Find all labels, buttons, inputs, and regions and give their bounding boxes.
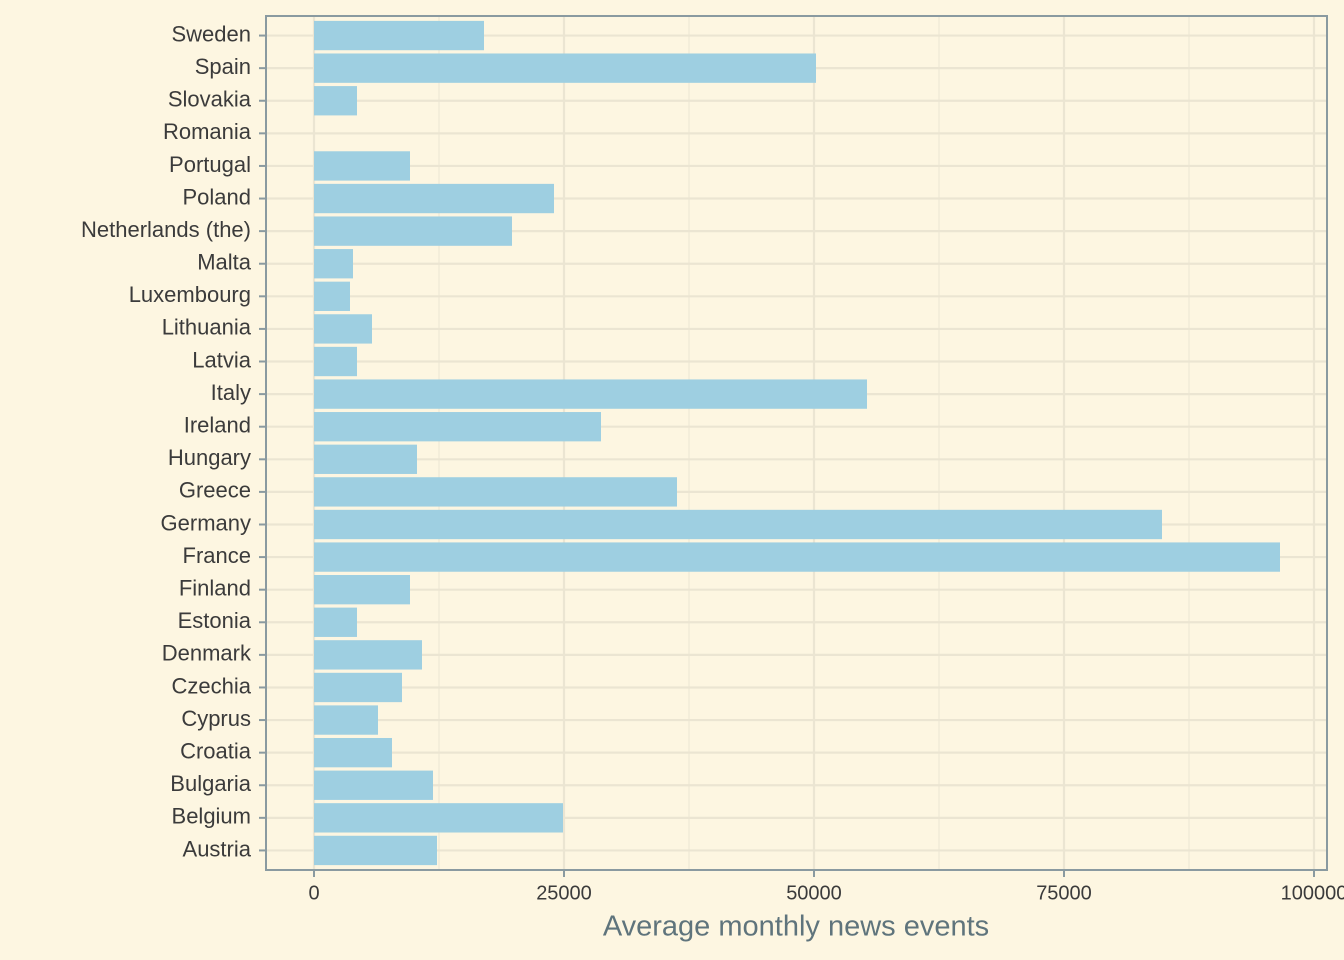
y-tick-label: Portugal <box>169 152 251 177</box>
y-tick-label: Croatia <box>180 738 252 763</box>
bar <box>314 835 437 866</box>
bar <box>314 672 402 703</box>
y-tick-label: Ireland <box>184 413 251 438</box>
y-tick-label: Czechia <box>172 673 252 698</box>
bars <box>314 20 1280 866</box>
y-tick-label: Bulgaria <box>170 771 251 796</box>
bar <box>314 183 554 214</box>
y-tick-label: Austria <box>183 836 252 861</box>
labels: 0 25000 50000 75000 100000 Sweden Spain Slovaki… <box>81 21 1344 904</box>
bar <box>314 379 867 409</box>
bar <box>314 705 378 735</box>
bar <box>314 770 433 800</box>
y-tick-label: Finland <box>179 575 251 600</box>
panel-border <box>265 15 1328 871</box>
x-tick-label: 50000 <box>786 882 842 904</box>
bar <box>314 575 410 605</box>
y-tick-label: Lithuania <box>162 315 252 340</box>
bar <box>314 542 1280 572</box>
bar <box>314 509 1162 540</box>
bar <box>314 314 372 344</box>
bar <box>314 803 563 833</box>
bar <box>314 53 816 83</box>
bar <box>314 607 357 637</box>
y-tick-label: Romania <box>163 119 252 144</box>
x-tick-label: 25000 <box>536 882 592 904</box>
y-tick-label: Netherlands (the) <box>81 217 251 242</box>
bar <box>314 20 484 51</box>
y-tick-label: Slovakia <box>168 87 252 112</box>
bar <box>314 477 677 507</box>
bar <box>314 281 350 311</box>
y-tick-label: Sweden <box>171 21 251 46</box>
bar <box>314 412 601 442</box>
y-tick-label: Malta <box>197 250 252 275</box>
y-tick-label: Denmark <box>162 641 252 666</box>
bar <box>314 86 357 116</box>
bar <box>314 444 417 474</box>
y-tick-label: Latvia <box>192 347 251 372</box>
x-axis-title: Average monthly news events <box>603 911 989 943</box>
bar <box>314 151 410 181</box>
y-tick-label: Spain <box>195 54 251 79</box>
y-tick-label: Cyprus <box>181 706 251 731</box>
y-tick-label: Poland <box>182 184 251 209</box>
bar <box>314 249 353 279</box>
y-tick-label: Italy <box>211 380 251 405</box>
bar <box>314 737 392 768</box>
bar <box>314 346 357 377</box>
x-tick-label: 75000 <box>1036 882 1092 904</box>
y-tick-label: France <box>183 543 251 568</box>
bar <box>314 640 422 670</box>
y-tick-label: Greece <box>179 478 251 503</box>
y-tick-label: Belgium <box>172 804 251 829</box>
x-tick-label: 100000 <box>1281 882 1344 904</box>
y-tick-label: Luxembourg <box>129 282 251 307</box>
y-tick-label: Hungary <box>168 445 251 470</box>
bar <box>314 216 512 246</box>
y-tick-label: Estonia <box>178 608 252 633</box>
x-tick-label: 0 <box>308 882 319 904</box>
y-tick-label: Germany <box>161 510 251 535</box>
